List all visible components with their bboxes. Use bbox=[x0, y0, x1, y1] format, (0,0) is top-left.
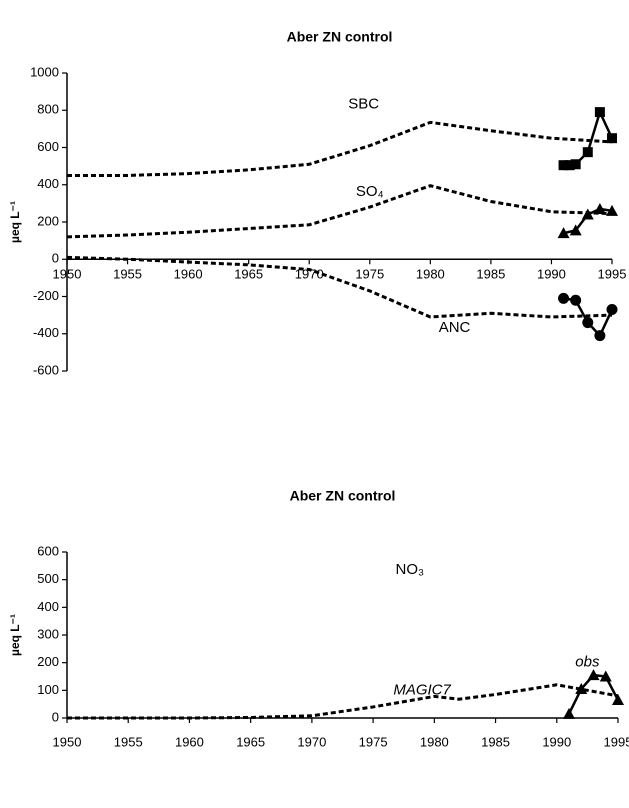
marker-square bbox=[564, 160, 575, 171]
model-line bbox=[66, 184, 613, 239]
marker-triangle bbox=[581, 208, 594, 220]
x-tick-label: 1975 bbox=[355, 267, 384, 282]
annotation: SBC bbox=[348, 96, 379, 113]
y-tick-label: 400 bbox=[37, 599, 59, 614]
marker-circle bbox=[594, 330, 606, 342]
marker-triangle bbox=[612, 694, 624, 706]
x-tick-label: 1965 bbox=[234, 267, 263, 282]
x-tick-label: 1955 bbox=[114, 734, 143, 749]
marker-triangle bbox=[606, 204, 618, 216]
y-tick-label: 0 bbox=[52, 709, 59, 724]
model-line bbox=[67, 120, 613, 177]
x-tick-label: 1985 bbox=[476, 267, 505, 282]
y-tick-label: 400 bbox=[37, 176, 59, 191]
y-tick-label: 200 bbox=[37, 654, 59, 669]
y-tick-label: -200 bbox=[33, 288, 59, 303]
marker-circle bbox=[570, 294, 582, 306]
annotation: SO₄ bbox=[356, 183, 384, 200]
x-tick-label: 1995 bbox=[598, 267, 627, 282]
x-tick-label: 1985 bbox=[481, 734, 510, 749]
x-tick-label: 1980 bbox=[416, 267, 445, 282]
marker-square bbox=[570, 159, 581, 170]
marker-triangle bbox=[587, 669, 600, 681]
chart-title: Aber ZN control bbox=[287, 29, 393, 45]
y-tick-label: 800 bbox=[37, 102, 59, 117]
x-tick-label: 1975 bbox=[359, 734, 388, 749]
x-tick-label: 1950 bbox=[53, 734, 82, 749]
marker-triangle bbox=[599, 670, 612, 682]
annotation: NO₃ bbox=[396, 561, 425, 578]
x-tick-label: 1950 bbox=[53, 267, 82, 282]
marker-square bbox=[558, 160, 569, 171]
x-tick-label: 1970 bbox=[297, 734, 326, 749]
x-tick-label: 1960 bbox=[175, 734, 204, 749]
x-tick-label: 1990 bbox=[537, 267, 566, 282]
annotation: MAGIC7 bbox=[393, 681, 451, 698]
x-tick-label: 1955 bbox=[113, 267, 142, 282]
y-tick-label: 1000 bbox=[30, 64, 59, 79]
marker-triangle bbox=[575, 682, 588, 694]
x-tick-label: 1995 bbox=[604, 734, 629, 749]
marker-square bbox=[607, 133, 617, 144]
marker-triangle bbox=[563, 707, 576, 719]
marker-circle bbox=[582, 317, 594, 329]
y-tick-label: 0 bbox=[52, 251, 59, 266]
x-tick-label: 1990 bbox=[542, 734, 571, 749]
x-tick-label: 1960 bbox=[174, 267, 203, 282]
marker-square bbox=[594, 107, 605, 118]
marker-triangle bbox=[569, 224, 582, 236]
y-axis-label: µeq L⁻¹ bbox=[8, 614, 22, 656]
annotation: ANC bbox=[439, 319, 471, 336]
chart-title: Aber ZN control bbox=[290, 488, 396, 504]
y-tick-label: 500 bbox=[37, 571, 59, 586]
marker-circle bbox=[606, 304, 618, 316]
y-tick-label: 600 bbox=[37, 139, 59, 154]
y-tick-label: 100 bbox=[37, 682, 59, 697]
marker-triangle bbox=[593, 202, 606, 214]
marker-square bbox=[582, 147, 593, 158]
annotation: obs bbox=[575, 654, 600, 671]
y-tick-label: 300 bbox=[37, 626, 59, 641]
y-tick-label: -600 bbox=[33, 362, 59, 377]
x-tick-label: 1965 bbox=[236, 734, 265, 749]
y-tick-label: -400 bbox=[33, 325, 59, 340]
marker-triangle bbox=[557, 227, 570, 239]
y-tick-label: 600 bbox=[37, 543, 59, 558]
y-tick-label: 200 bbox=[37, 213, 59, 228]
x-tick-label: 1980 bbox=[420, 734, 449, 749]
y-axis-label: µeq L⁻¹ bbox=[8, 201, 22, 243]
marker-circle bbox=[558, 292, 570, 304]
model-line bbox=[66, 255, 613, 319]
model-line bbox=[67, 683, 619, 720]
